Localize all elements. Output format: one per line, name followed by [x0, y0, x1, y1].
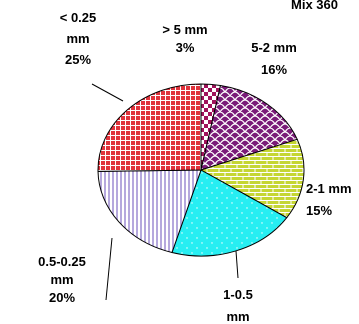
pie-slice [97, 169, 202, 254]
slice-label-line: 25% [65, 52, 91, 67]
pie-slice [200, 84, 298, 171]
slice-label-line: mm [50, 272, 73, 287]
leader-line [91, 83, 124, 102]
leader-lines [91, 83, 239, 301]
pie-slice [171, 169, 288, 257]
slice-label: > 5 mm 3% [162, 22, 207, 55]
slice-label-line: 15% [306, 203, 332, 218]
leader-line [235, 250, 239, 279]
slice-label-line: > 5 mm [162, 22, 207, 37]
slice-label: 0.5-0.25 mm 20% [38, 254, 86, 305]
pie-slice [199, 138, 305, 219]
slice-label-line: 2-1 mm [306, 181, 352, 196]
slice-label-line: 3% [176, 40, 195, 55]
slice-label-line: < 0.25 [60, 10, 97, 25]
slice-label-line: 20% [49, 290, 75, 305]
pie-slices [97, 83, 305, 257]
slice-label: 5-2 mm 16% [251, 40, 297, 77]
slice-label-line: 0.5-0.25 [38, 254, 86, 269]
slice-label-line: mm [66, 31, 89, 46]
pie-slice [97, 83, 202, 172]
slice-label-line: 1-0.5 [223, 287, 253, 302]
chart-title: Mix 360 [291, 0, 338, 12]
slice-label-line: mm [226, 309, 249, 324]
slice-label: < 0.25 mm 25% [60, 10, 97, 67]
slice-label-line: 16% [261, 62, 287, 77]
slice-label: 2-1 mm 15% [306, 181, 352, 218]
slice-label-line: 5-2 mm [251, 40, 297, 55]
leader-line [105, 237, 113, 301]
slice-label: 1-0.5 mm [223, 287, 253, 324]
slice-labels: > 5 mm 3% 5-2 mm 16%2-1 mm 15%1-0.5 mm0.5-0.2… [38, 10, 351, 324]
